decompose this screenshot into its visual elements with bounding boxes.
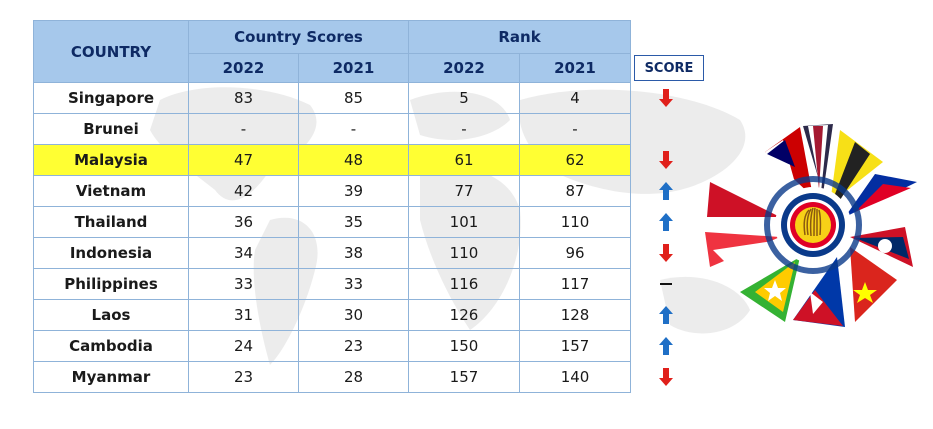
dash-icon bbox=[660, 283, 672, 285]
score-2021-cell: 30 bbox=[298, 299, 409, 331]
country-header: COUNTRY bbox=[33, 20, 189, 83]
country-cell: Thailand bbox=[33, 206, 189, 238]
blue-up-arrow-icon bbox=[659, 182, 673, 200]
asean-flags-emblem bbox=[705, 124, 917, 327]
year-header-score-2021: 2021 bbox=[298, 53, 409, 83]
country-cell: Indonesia bbox=[33, 237, 189, 269]
rank-2022-cell: 101 bbox=[408, 206, 520, 238]
table-row: Myanmar 23 28 157 140 bbox=[33, 361, 632, 393]
score-2021-cell: - bbox=[298, 113, 409, 145]
score-trend-label: SCORE bbox=[634, 55, 704, 81]
country-cell: Malaysia bbox=[33, 144, 189, 176]
rank-2021-cell: - bbox=[518, 113, 632, 145]
red-down-arrow-icon bbox=[659, 244, 673, 262]
rank-2021-cell: 62 bbox=[518, 144, 632, 176]
year-header-rank-2022: 2022 bbox=[408, 53, 520, 83]
score-2021-cell: 85 bbox=[298, 82, 409, 114]
rank-2022-cell: 110 bbox=[408, 237, 520, 269]
score-2022-cell: 24 bbox=[188, 330, 299, 362]
country-scores-table: COUNTRY Country Scores Rank 2022 2021 20… bbox=[33, 20, 632, 393]
vietnam-flag bbox=[850, 247, 897, 322]
rank-2022-cell: - bbox=[408, 113, 520, 145]
country-cell: Myanmar bbox=[33, 361, 189, 393]
score-2022-cell: 34 bbox=[188, 237, 299, 269]
rank-2021-cell: 87 bbox=[518, 175, 632, 207]
country-cell: Vietnam bbox=[33, 175, 189, 207]
rank-2021-cell: 4 bbox=[518, 82, 632, 114]
country-cell: Singapore bbox=[33, 82, 189, 114]
score-2022-cell: 23 bbox=[188, 361, 299, 393]
country-cell: Philippines bbox=[33, 268, 189, 300]
score-2021-cell: 28 bbox=[298, 361, 409, 393]
rank-2022-cell: 116 bbox=[408, 268, 520, 300]
rank-2022-cell: 150 bbox=[408, 330, 520, 362]
table-row: Laos 31 30 126 128 bbox=[33, 299, 632, 331]
rank-2022-cell: 157 bbox=[408, 361, 520, 393]
table-row: Brunei - - - - bbox=[33, 113, 632, 145]
rank-2021-cell: 96 bbox=[518, 237, 632, 269]
rank-2022-cell: 126 bbox=[408, 299, 520, 331]
table-row: Singapore 83 85 5 4 bbox=[33, 82, 632, 114]
table-row: Vietnam 42 39 77 87 bbox=[33, 175, 632, 207]
blue-up-arrow-icon bbox=[659, 306, 673, 324]
score-2021-cell: 39 bbox=[298, 175, 409, 207]
score-2021-cell: 35 bbox=[298, 206, 409, 238]
table-row: Malaysia 47 48 61 62 bbox=[33, 144, 632, 176]
score-2021-cell: 48 bbox=[298, 144, 409, 176]
red-down-arrow-icon bbox=[659, 368, 673, 386]
blue-up-arrow-icon bbox=[659, 213, 673, 231]
rank-2022-cell: 61 bbox=[408, 144, 520, 176]
country-cell: Brunei bbox=[33, 113, 189, 145]
country-cell: Laos bbox=[33, 299, 189, 331]
rank-2021-cell: 157 bbox=[518, 330, 632, 362]
rank-2022-cell: 77 bbox=[408, 175, 520, 207]
score-2022-cell: 31 bbox=[188, 299, 299, 331]
rank-2021-cell: 140 bbox=[518, 361, 632, 393]
year-header-score-2022: 2022 bbox=[188, 53, 299, 83]
score-2022-cell: 36 bbox=[188, 206, 299, 238]
blue-up-arrow-icon bbox=[659, 337, 673, 355]
indonesia-flag bbox=[707, 182, 780, 217]
table-row: Thailand 36 35 101 110 bbox=[33, 206, 632, 238]
red-down-arrow-icon bbox=[659, 151, 673, 169]
score-2021-cell: 23 bbox=[298, 330, 409, 362]
score-2022-cell: - bbox=[188, 113, 299, 145]
score-2022-cell: 42 bbox=[188, 175, 299, 207]
table-row: Cambodia 24 23 150 157 bbox=[33, 330, 632, 362]
year-header-rank-2021: 2021 bbox=[518, 53, 632, 83]
rank-header: Rank bbox=[407, 20, 632, 54]
score-2022-cell: 83 bbox=[188, 82, 299, 114]
table-row: Philippines 33 33 116 117 bbox=[33, 268, 632, 300]
red-down-arrow-icon bbox=[659, 89, 673, 107]
rank-2022-cell: 5 bbox=[408, 82, 520, 114]
rank-2021-cell: 128 bbox=[518, 299, 632, 331]
score-2022-cell: 33 bbox=[188, 268, 299, 300]
score-2021-cell: 33 bbox=[298, 268, 409, 300]
score-2022-cell: 47 bbox=[188, 144, 299, 176]
score-2021-cell: 38 bbox=[298, 237, 409, 269]
country-scores-header: Country Scores bbox=[188, 20, 409, 54]
rank-2021-cell: 117 bbox=[518, 268, 632, 300]
table-row: Indonesia 34 38 110 96 bbox=[33, 237, 632, 269]
country-cell: Cambodia bbox=[33, 330, 189, 362]
rank-2021-cell: 110 bbox=[518, 206, 632, 238]
